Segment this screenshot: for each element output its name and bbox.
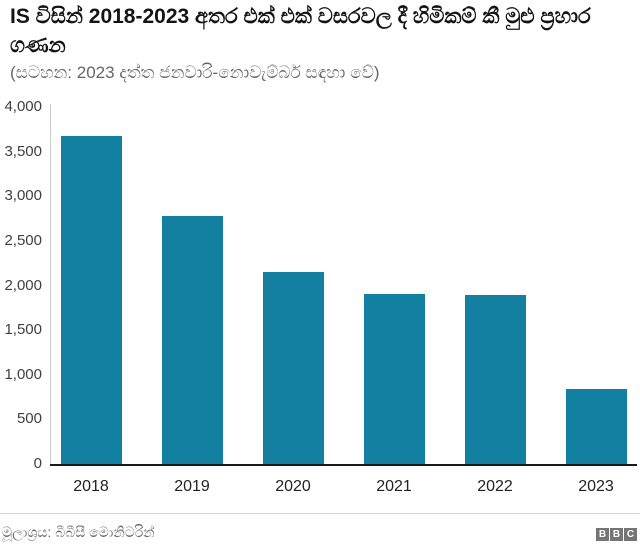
- x-axis-label-2023: 2023: [578, 478, 614, 495]
- x-axis-label-2019: 2019: [174, 478, 210, 495]
- source-attribution: මූලාශ්‍රය: බීබීසී මොනිටරින්: [2, 524, 155, 540]
- y-axis-tick-label: 0: [33, 455, 42, 472]
- footer-divider: [0, 513, 640, 514]
- y-axis-tick-label: 1,500: [4, 321, 42, 339]
- x-axis-label-2018: 2018: [73, 478, 109, 495]
- x-axis-label-2022: 2022: [477, 478, 513, 495]
- y-axis-tick-label: 500: [16, 410, 42, 428]
- bar-2021: [363, 294, 425, 464]
- y-axis-tick-label: 3,000: [4, 187, 42, 205]
- y-axis-line: [50, 104, 51, 464]
- y-axis-tick-label: 2,000: [4, 276, 42, 294]
- y-axis-tick-label: 3,500: [4, 142, 42, 160]
- y-axis-tick-label: 1,000: [4, 365, 42, 383]
- y-axis-tick-label: 2,500: [4, 231, 42, 249]
- bar-2018: [60, 136, 122, 464]
- bbc-logo-block: C: [624, 528, 637, 541]
- x-axis-label-2020: 2020: [275, 478, 311, 495]
- chart-subtitle: (සටහන: 2023 දත්ත ජනවාරි-නොවැම්බර් සඳහා ව…: [10, 63, 380, 82]
- y-axis-tick-label: 4,000: [4, 98, 42, 115]
- bar-2023: [565, 389, 627, 464]
- bar-2019: [161, 215, 223, 464]
- bbc-logo-block: B: [610, 528, 623, 541]
- bar-2020: [262, 272, 324, 464]
- chart-title: IS විසින් 2018-2023 අතර එක් එක් වසරවල දී…: [10, 5, 591, 57]
- x-axis-line: [50, 464, 637, 466]
- bar-2022: [464, 295, 526, 464]
- bbc-logo-block: B: [596, 528, 609, 541]
- x-axis-label-2021: 2021: [376, 478, 412, 495]
